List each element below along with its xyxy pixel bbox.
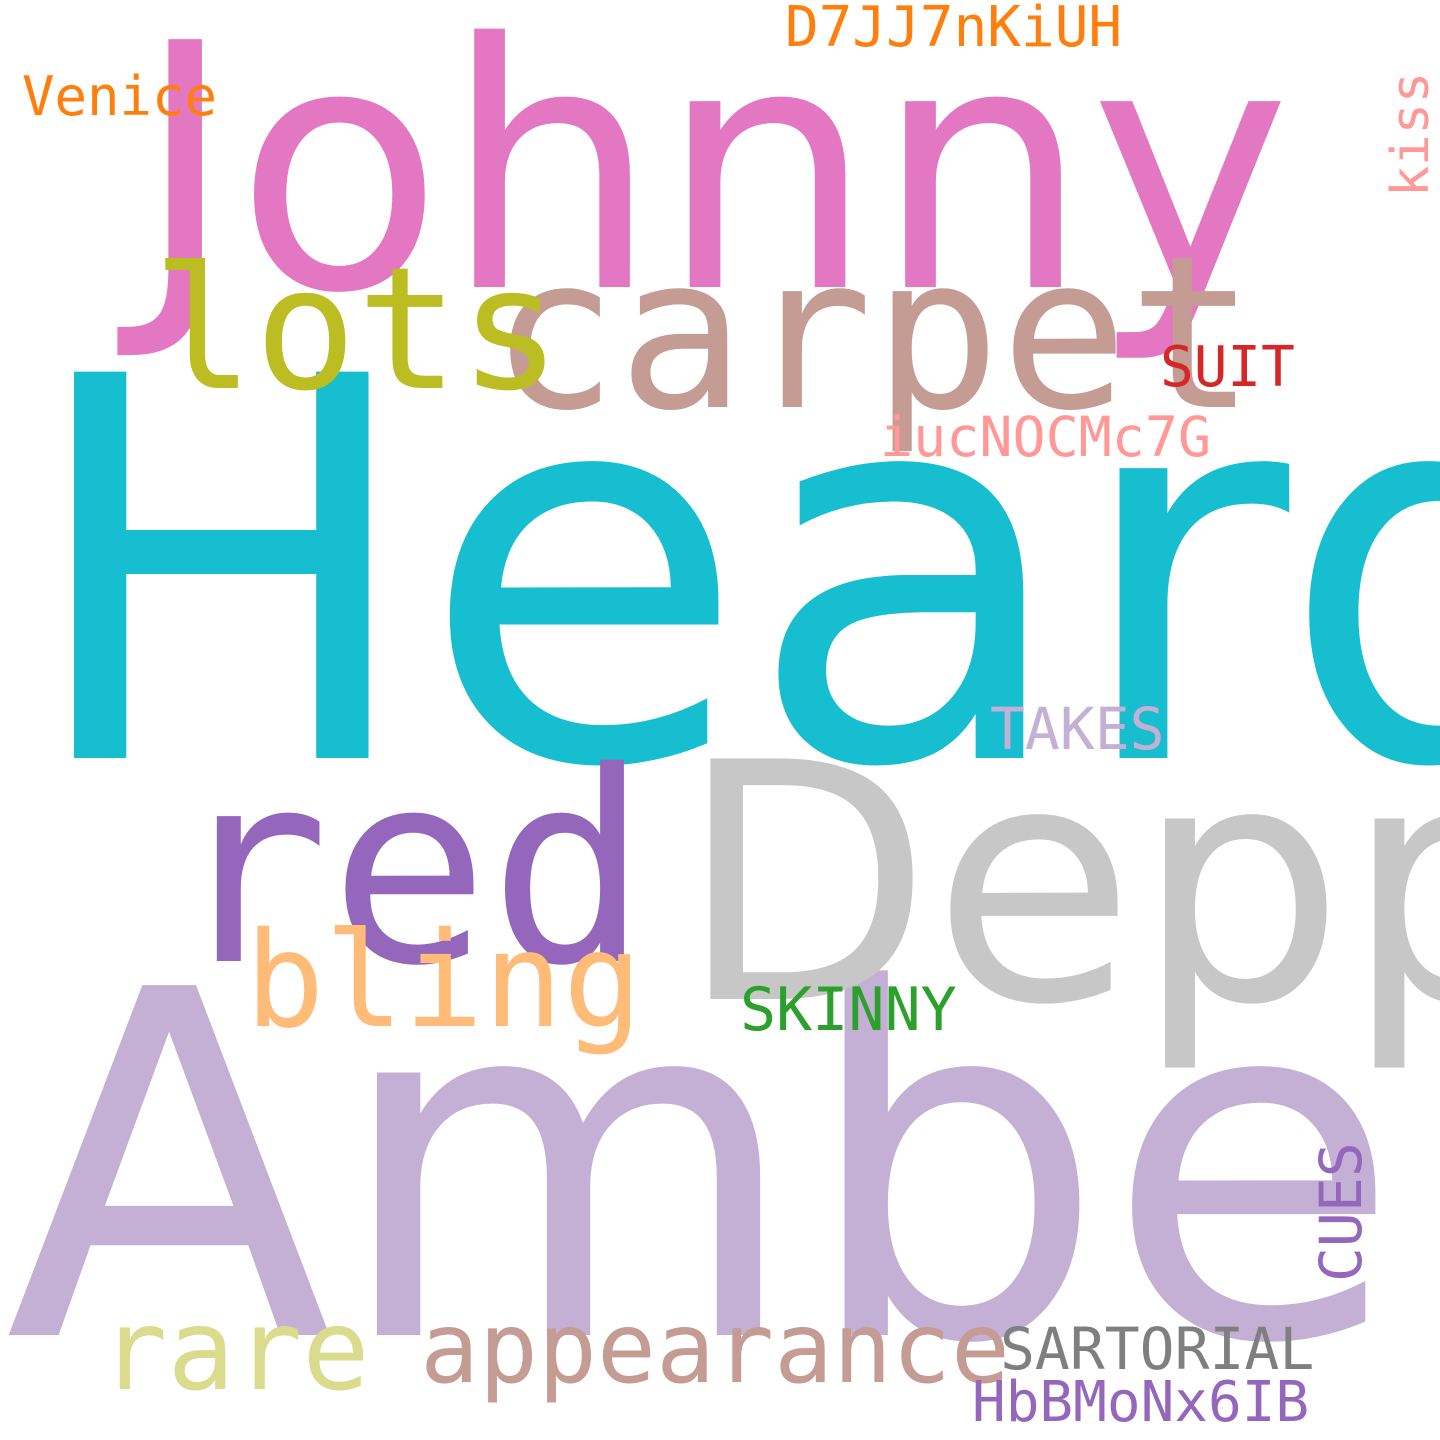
word-rare: rare <box>100 1286 370 1416</box>
word-heard: Heard <box>22 266 1440 883</box>
word-cues: CUES <box>1307 1142 1375 1282</box>
word-appearance: appearance <box>420 1292 1011 1406</box>
word-suit: SUIT <box>1160 335 1295 400</box>
word-lots: lots <box>152 231 562 429</box>
word-bling: bling <box>245 904 643 1058</box>
word-depp: Depp <box>678 693 1440 1077</box>
word-johnny: Johnny <box>135 0 1291 368</box>
word-amber: Amber <box>5 890 1440 1440</box>
word-venice: Venice <box>22 65 218 128</box>
word-takes: TAKES <box>990 695 1165 763</box>
word-skinny: SKINNY <box>740 975 957 1045</box>
word-carpet: carpet <box>490 210 1256 457</box>
word-hbbmonx6ib: HbBMoNx6IB <box>972 1370 1310 1435</box>
word-sartorial: SARTORIAL <box>1000 1315 1315 1383</box>
word-kiss: kiss <box>1381 71 1440 197</box>
word-d7jj7nkiuh: D7JJ7nKiUH <box>785 0 1123 60</box>
word-iucnocmc7g: iucNOCMc7G <box>880 405 1212 469</box>
word-red: red <box>170 716 649 1024</box>
